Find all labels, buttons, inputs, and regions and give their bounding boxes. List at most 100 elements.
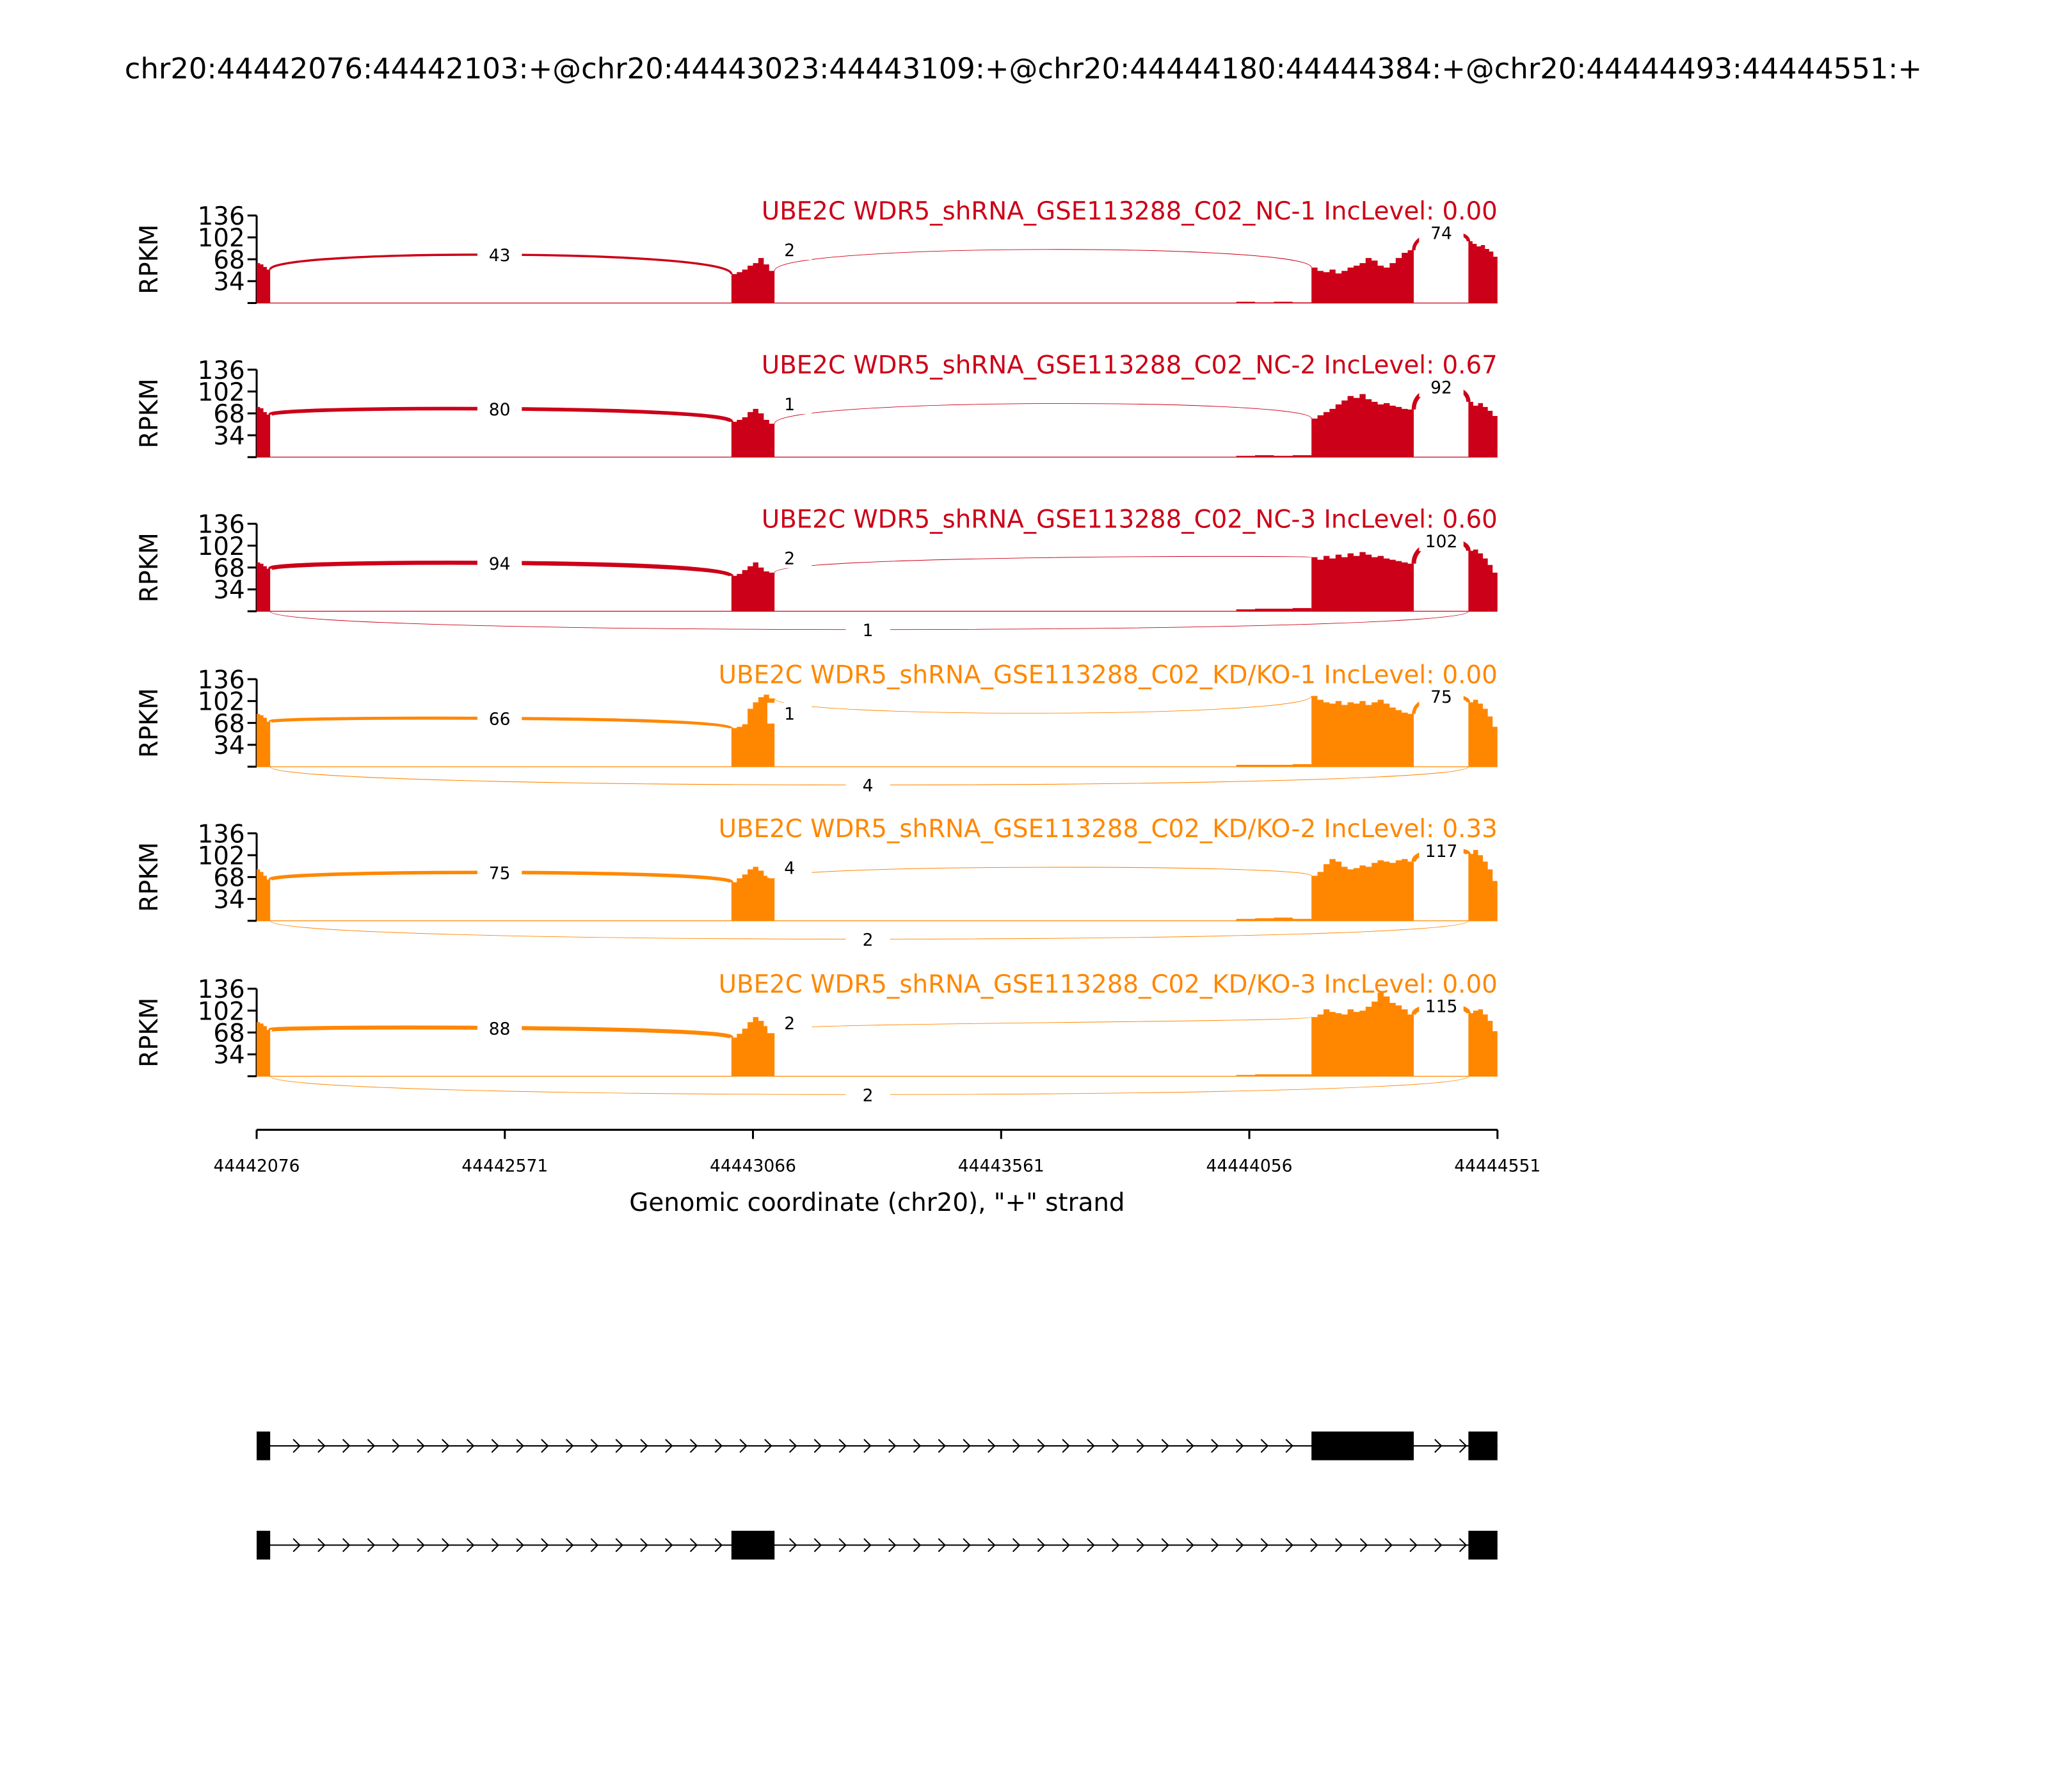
junction-label-bg bbox=[767, 856, 812, 878]
coverage-exon-1 bbox=[257, 562, 271, 612]
strand-chevron-icon bbox=[342, 1439, 351, 1453]
y-tick-label: 136 bbox=[198, 666, 245, 695]
junction-label-bg bbox=[1419, 221, 1464, 243]
y-tick-label: 136 bbox=[198, 511, 245, 540]
strand-chevron-icon bbox=[516, 1439, 524, 1453]
junction-count-label: 2 bbox=[784, 241, 795, 260]
exon-block bbox=[1311, 1431, 1414, 1460]
strand-chevron-icon bbox=[292, 1439, 301, 1453]
strand-chevron-icon bbox=[1260, 1538, 1269, 1553]
strand-chevron-icon bbox=[466, 1439, 475, 1453]
junction-label-bg bbox=[767, 547, 812, 568]
strand-chevron-icon bbox=[1285, 1538, 1293, 1553]
strand-chevron-icon bbox=[888, 1538, 897, 1553]
junction-label-bg bbox=[477, 1017, 522, 1039]
strand-chevron-icon bbox=[788, 1439, 797, 1453]
coverage-exon-3 bbox=[1311, 992, 1414, 1076]
junction-label-bg bbox=[477, 244, 522, 266]
junction-label-bg bbox=[845, 1084, 890, 1105]
x-tick-label: 44442076 bbox=[214, 1156, 300, 1176]
strand-chevron-icon bbox=[1211, 1538, 1219, 1553]
junction-label-bg bbox=[1419, 685, 1464, 707]
strand-chevron-icon bbox=[1012, 1538, 1021, 1553]
strand-chevron-icon bbox=[1186, 1538, 1194, 1553]
coverage-exon-3 bbox=[1311, 250, 1414, 303]
junction-count-label: 2 bbox=[784, 549, 795, 569]
junction-label-bg bbox=[477, 552, 522, 573]
strand-chevron-icon bbox=[1285, 1439, 1293, 1453]
strand-chevron-icon bbox=[963, 1538, 971, 1553]
strand-chevron-icon bbox=[1161, 1439, 1169, 1453]
coverage-exon-2 bbox=[731, 867, 775, 921]
sample-title: UBE2C WDR5_shRNA_GSE113288_C02_NC-1 IncL… bbox=[762, 197, 1498, 226]
strand-chevron-icon bbox=[1161, 1538, 1169, 1553]
y-tick-label: 68 bbox=[213, 710, 244, 739]
coverage-exon-3 bbox=[1311, 394, 1414, 458]
exon-block bbox=[257, 1431, 271, 1460]
y-tick-label: 102 bbox=[198, 224, 245, 253]
junction-count-label: 4 bbox=[863, 776, 874, 796]
junction-arc-exon2-exon3 bbox=[774, 249, 1312, 271]
coverage-exon-1 bbox=[257, 406, 271, 458]
coverage-exon-4 bbox=[1468, 241, 1498, 303]
junction-arc-exon2-exon3 bbox=[774, 556, 1312, 573]
y-tick-label: 34 bbox=[213, 422, 244, 451]
strand-chevron-icon bbox=[342, 1538, 351, 1553]
x-axis: 44442076 44442571 44443066 44443561 44444056… bbox=[214, 1128, 1540, 1176]
junction-label-bg bbox=[767, 239, 812, 260]
coverage-exon-4 bbox=[1468, 700, 1498, 767]
coverage-intronic bbox=[1236, 1074, 1312, 1076]
strand-chevron-icon bbox=[1310, 1538, 1318, 1553]
junction-count-label: 80 bbox=[489, 400, 511, 420]
junction-arc-exon2-exon3 bbox=[774, 867, 1312, 879]
x-tick-label: 44442571 bbox=[461, 1156, 548, 1176]
strand-chevron-icon bbox=[516, 1538, 524, 1553]
junction-label-bg bbox=[845, 929, 890, 950]
strand-chevron-icon bbox=[1235, 1538, 1244, 1553]
strand-chevron-icon bbox=[838, 1538, 847, 1553]
junction-count-label: 2 bbox=[784, 1014, 795, 1034]
sample-title: UBE2C WDR5_shRNA_GSE113288_C02_NC-2 IncL… bbox=[762, 351, 1498, 380]
x-tick-label: 44443066 bbox=[710, 1156, 796, 1176]
strand-chevron-icon bbox=[640, 1439, 648, 1453]
junction-arc-exon2-exon3 bbox=[774, 1016, 1312, 1030]
junction-label-bg bbox=[767, 702, 812, 724]
junction-count-label: 74 bbox=[1430, 223, 1452, 243]
strand-chevron-icon bbox=[739, 1439, 748, 1453]
x-tick-label: 44444056 bbox=[1206, 1156, 1293, 1176]
strand-chevron-icon bbox=[565, 1439, 574, 1453]
junction-count-label: 2 bbox=[863, 931, 874, 950]
strand-chevron-icon bbox=[1459, 1439, 1468, 1453]
strand-chevron-icon bbox=[665, 1538, 673, 1553]
strand-chevron-icon bbox=[1409, 1538, 1418, 1553]
junction-count-label: 117 bbox=[1425, 842, 1458, 861]
strand-chevron-icon bbox=[1136, 1538, 1145, 1553]
strand-chevron-icon bbox=[417, 1538, 425, 1553]
strand-chevron-icon bbox=[491, 1439, 500, 1453]
strand-chevron-icon bbox=[640, 1538, 648, 1553]
sample-title: UBE2C WDR5_shRNA_GSE113288_C02_KD/KO-2 I… bbox=[719, 815, 1498, 844]
strand-chevron-icon bbox=[1112, 1538, 1120, 1553]
junction-count-label: 94 bbox=[489, 554, 511, 574]
transcript-model bbox=[257, 1530, 1498, 1560]
coverage-exon-2 bbox=[731, 408, 775, 458]
strand-chevron-icon bbox=[1459, 1538, 1468, 1553]
strand-chevron-icon bbox=[392, 1439, 400, 1453]
y-tick-label: 34 bbox=[213, 732, 244, 760]
y-tick-label: 102 bbox=[198, 688, 245, 717]
strand-chevron-icon bbox=[590, 1538, 599, 1553]
strand-chevron-icon bbox=[913, 1439, 922, 1453]
strand-chevron-icon bbox=[988, 1538, 996, 1553]
junction-label-bg bbox=[477, 861, 522, 883]
strand-chevron-icon bbox=[442, 1439, 450, 1453]
strand-chevron-icon bbox=[367, 1439, 376, 1453]
coverage-exon-3 bbox=[1311, 696, 1414, 767]
y-tick-label: 68 bbox=[213, 1020, 244, 1048]
y-axis-label: RPKM bbox=[135, 842, 164, 912]
strand-chevron-icon bbox=[863, 1439, 872, 1453]
strand-chevron-icon bbox=[813, 1538, 822, 1553]
strand-chevron-icon bbox=[1037, 1439, 1046, 1453]
